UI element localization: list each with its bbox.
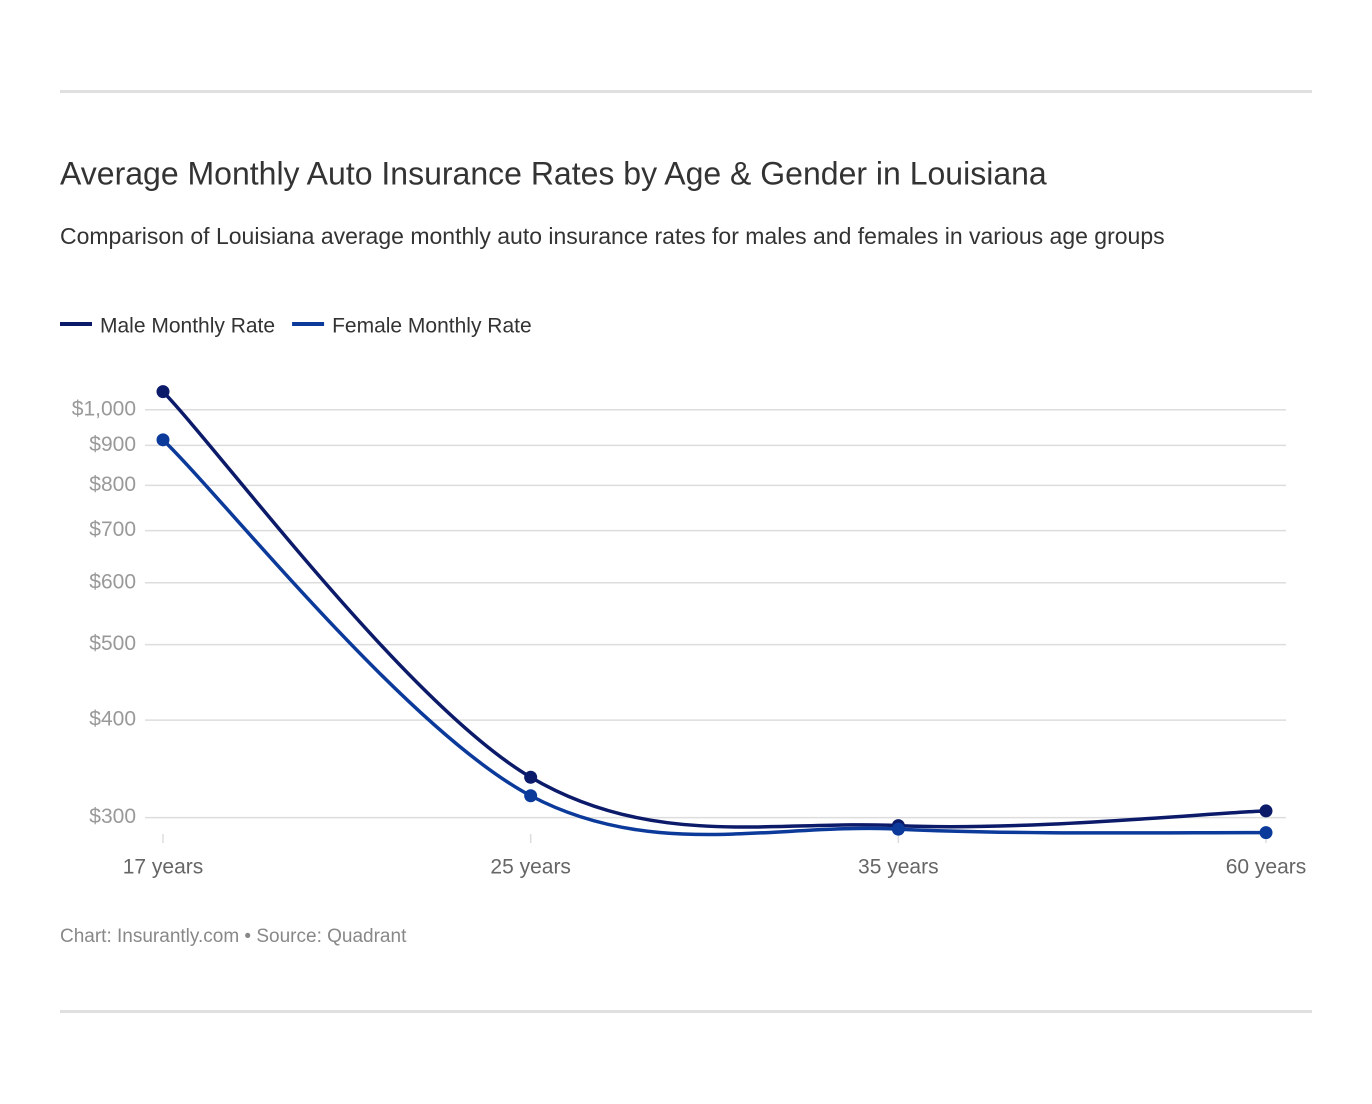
data-point bbox=[891, 822, 905, 836]
y-tick-label: $700 bbox=[89, 518, 136, 541]
y-tick-label: $600 bbox=[89, 570, 136, 593]
series-line bbox=[161, 390, 1267, 829]
x-tick-label: 60 years bbox=[1226, 856, 1307, 879]
data-point bbox=[524, 789, 538, 803]
legend-label: Male Monthly Rate bbox=[100, 315, 275, 338]
y-tick-label: $900 bbox=[89, 433, 136, 456]
data-point bbox=[524, 770, 538, 784]
y-tick-label: $1,000 bbox=[72, 397, 136, 420]
series-line bbox=[161, 438, 1267, 837]
chart-subtitle: Comparison of Louisiana average monthly … bbox=[60, 223, 1165, 249]
source-note: Chart: Insurantly.com • Source: Quadrant bbox=[60, 926, 407, 947]
data-point bbox=[156, 433, 170, 447]
legend-label: Female Monthly Rate bbox=[332, 315, 532, 338]
data-point bbox=[1259, 804, 1273, 818]
x-tick-label: 17 years bbox=[123, 856, 204, 879]
y-tick-label: $400 bbox=[89, 708, 136, 731]
y-tick-label: $300 bbox=[89, 805, 136, 828]
data-point bbox=[156, 385, 170, 399]
x-tick-label: 25 years bbox=[490, 856, 571, 879]
chart-title: Average Monthly Auto Insurance Rates by … bbox=[60, 155, 1047, 191]
y-tick-label: $800 bbox=[89, 473, 136, 496]
top-rule bbox=[60, 90, 1312, 93]
x-tick-label: 35 years bbox=[858, 856, 939, 879]
data-point bbox=[1259, 826, 1273, 840]
y-tick-label: $500 bbox=[89, 632, 136, 655]
bottom-rule bbox=[60, 1010, 1312, 1013]
